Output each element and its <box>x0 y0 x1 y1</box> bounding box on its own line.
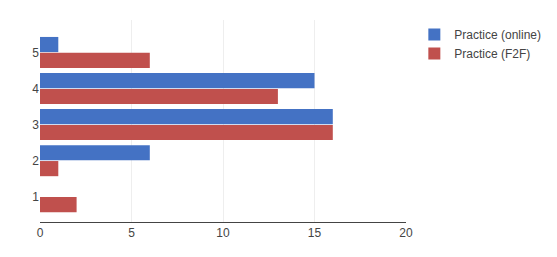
svg-text:10: 10 <box>216 226 230 240</box>
svg-text:3: 3 <box>32 118 39 132</box>
svg-text:Practice (F2F): Practice (F2F) <box>454 47 530 61</box>
svg-text:20: 20 <box>399 226 413 240</box>
svg-text:Practice (online): Practice (online) <box>454 28 541 42</box>
svg-text:5: 5 <box>32 46 39 60</box>
svg-text:1: 1 <box>32 190 39 204</box>
svg-text:4: 4 <box>32 82 39 96</box>
svg-text:2: 2 <box>32 154 39 168</box>
svg-text:0: 0 <box>37 226 44 240</box>
svg-text:15: 15 <box>308 226 322 240</box>
svg-text:5: 5 <box>128 226 135 240</box>
